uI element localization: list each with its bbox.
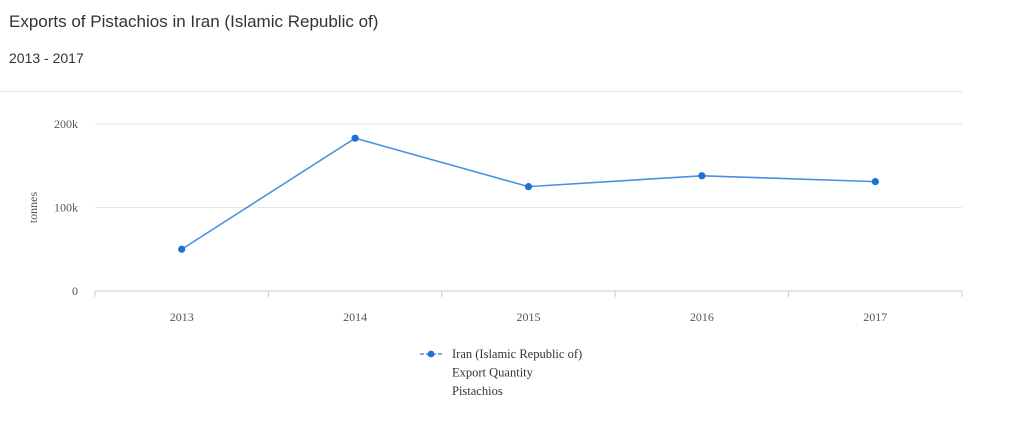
- x-tick-label: 2016: [690, 310, 714, 324]
- legend-label: Iran (Islamic Republic of): [452, 347, 582, 361]
- data-point[interactable]: [698, 172, 706, 180]
- series-line: [181, 137, 876, 250]
- legend[interactable]: Iran (Islamic Republic of) Export Quantit…: [420, 347, 582, 398]
- series-layer: [178, 134, 879, 253]
- x-tick-label: 2017: [863, 310, 887, 324]
- legend-label: Pistachios: [452, 384, 503, 398]
- data-point[interactable]: [178, 245, 186, 253]
- header-divider: [0, 91, 962, 92]
- y-tick-label: 100k: [54, 201, 78, 215]
- legend-label: Export Quantity: [452, 366, 534, 380]
- chart-subtitle: 2013 - 2017: [9, 50, 84, 66]
- grid-layer: [95, 123, 962, 208]
- legend-marker-icon: [427, 350, 435, 358]
- data-point[interactable]: [351, 134, 359, 142]
- x-tick-label: 2015: [517, 310, 541, 324]
- data-point[interactable]: [524, 183, 533, 191]
- x-tick-label: 2013: [170, 310, 194, 324]
- axis-layer: 0 100k 200k 2013 2014 2015 2016 2017 tonnes: [26, 117, 963, 324]
- y-axis-title: tonnes: [26, 192, 40, 224]
- x-tick-label: 2014: [343, 310, 367, 324]
- data-point[interactable]: [871, 178, 879, 186]
- y-tick-label: 0: [72, 284, 78, 298]
- chart-title: Exports of Pistachios in Iran (Islamic R…: [9, 12, 379, 31]
- y-tick-label: 200k: [54, 117, 78, 131]
